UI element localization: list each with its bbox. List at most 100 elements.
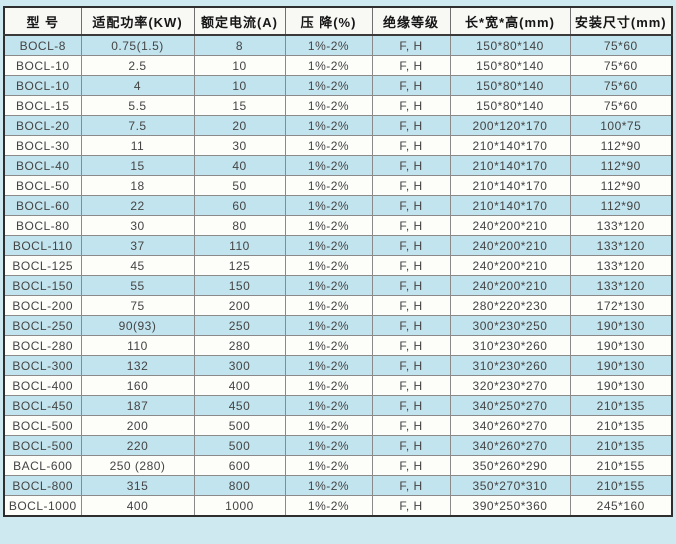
cell-current: 15 <box>193 95 286 116</box>
cell-mounting: 133*120 <box>569 215 673 236</box>
cell-model: BOCL-20 <box>3 115 82 136</box>
cell-dimensions: 210*140*170 <box>449 155 571 176</box>
cell-model: BOCL-500 <box>3 415 82 436</box>
cell-mounting: 112*90 <box>569 195 673 216</box>
cell-model: BOCL-450 <box>3 395 82 416</box>
cell-model: BOCL-1000 <box>3 495 82 517</box>
cell-mounting: 112*90 <box>569 135 673 156</box>
cell-current: 60 <box>193 195 286 216</box>
cell-model: BOCL-250 <box>3 315 82 336</box>
cell-dimensions: 210*140*170 <box>449 175 571 196</box>
cell-dimensions: 320*230*270 <box>449 375 571 396</box>
cell-power: 11 <box>80 135 195 156</box>
cell-current: 500 <box>193 415 286 436</box>
cell-drop: 1%-2% <box>284 375 373 396</box>
cell-current: 600 <box>193 455 286 476</box>
cell-insulation: F, H <box>371 455 451 476</box>
cell-dimensions: 340*250*270 <box>449 395 571 416</box>
cell-current: 500 <box>193 435 286 456</box>
cell-dimensions: 210*140*170 <box>449 135 571 156</box>
col-header-mounting: 安装尺寸(mm) <box>569 6 673 36</box>
table-row: BOCL-110 37 110 1%-2% F, H 240*200*210 133*120 <box>3 235 673 256</box>
cell-power: 160 <box>80 375 195 396</box>
cell-current: 80 <box>193 215 286 236</box>
table-row: BOCL-200 75 200 1%-2% F, H 280*220*230 172*130 <box>3 295 673 316</box>
cell-insulation: F, H <box>371 375 451 396</box>
cell-drop: 1%-2% <box>284 175 373 196</box>
table-row: BOCL-15 5.5 15 1%-2% F, H 150*80*140 75*60 <box>3 95 673 116</box>
cell-mounting: 100*75 <box>569 115 673 136</box>
cell-current: 10 <box>193 55 286 76</box>
cell-mounting: 190*130 <box>569 315 673 336</box>
cell-insulation: F, H <box>371 215 451 236</box>
cell-drop: 1%-2% <box>284 155 373 176</box>
cell-drop: 1%-2% <box>284 195 373 216</box>
cell-power: 75 <box>80 295 195 316</box>
cell-current: 50 <box>193 175 286 196</box>
table-row: BOCL-80 30 80 1%-2% F, H 240*200*210 133*120 <box>3 215 673 236</box>
cell-mounting: 75*60 <box>569 34 673 56</box>
cell-insulation: F, H <box>371 34 451 56</box>
cell-dimensions: 340*260*270 <box>449 435 571 456</box>
table-row: BOCL-280 110 280 1%-2% F, H 310*230*260 190*13… <box>3 335 673 356</box>
cell-model: BACL-600 <box>3 455 82 476</box>
cell-mounting: 210*155 <box>569 475 673 496</box>
col-header-model: 型 号 <box>3 6 82 36</box>
cell-drop: 1%-2% <box>284 215 373 236</box>
cell-insulation: F, H <box>371 195 451 216</box>
cell-current: 10 <box>193 75 286 96</box>
cell-insulation: F, H <box>371 295 451 316</box>
cell-power: 22 <box>80 195 195 216</box>
cell-drop: 1%-2% <box>284 95 373 116</box>
cell-dimensions: 210*140*170 <box>449 195 571 216</box>
cell-drop: 1%-2% <box>284 115 373 136</box>
table-row: BOCL-10 2.5 10 1%-2% F, H 150*80*140 75*60 <box>3 55 673 76</box>
cell-dimensions: 240*200*210 <box>449 255 571 276</box>
cell-power: 5.5 <box>80 95 195 116</box>
cell-power: 18 <box>80 175 195 196</box>
table-row: BOCL-1000 400 1000 1%-2% F, H 390*250*360 245*… <box>3 495 673 517</box>
cell-mounting: 133*120 <box>569 275 673 296</box>
cell-current: 150 <box>193 275 286 296</box>
table-row: BOCL-250 90(93) 250 1%-2% F, H 300*230*250 190… <box>3 315 673 336</box>
cell-power: 110 <box>80 335 195 356</box>
cell-drop: 1%-2% <box>284 275 373 296</box>
cell-power: 0.75(1.5) <box>80 34 195 56</box>
cell-mounting: 210*135 <box>569 395 673 416</box>
cell-power: 315 <box>80 475 195 496</box>
spec-table: 型 号 适配功率(KW) 额定电流(A) 压 降(%) 绝缘等级 长*宽*高(m… <box>3 6 673 517</box>
cell-mounting: 112*90 <box>569 155 673 176</box>
table-header: 型 号 适配功率(KW) 额定电流(A) 压 降(%) 绝缘等级 长*宽*高(m… <box>3 6 673 36</box>
cell-model: BOCL-8 <box>3 34 82 56</box>
cell-power: 2.5 <box>80 55 195 76</box>
table-row: BOCL-20 7.5 20 1%-2% F, H 200*120*170 100*75 <box>3 115 673 136</box>
cell-drop: 1%-2% <box>284 435 373 456</box>
table-row: BACL-600 250 (280) 600 1%-2% F, H 350*260*290… <box>3 455 673 476</box>
cell-drop: 1%-2% <box>284 395 373 416</box>
cell-model: BOCL-400 <box>3 375 82 396</box>
cell-insulation: F, H <box>371 315 451 336</box>
cell-dimensions: 350*270*310 <box>449 475 571 496</box>
cell-dimensions: 350*260*290 <box>449 455 571 476</box>
table-row: BOCL-50 18 50 1%-2% F, H 210*140*170 112*90 <box>3 175 673 196</box>
cell-drop: 1%-2% <box>284 495 373 517</box>
cell-drop: 1%-2% <box>284 75 373 96</box>
table-row: BOCL-150 55 150 1%-2% F, H 240*200*210 133*120 <box>3 275 673 296</box>
cell-power: 90(93) <box>80 315 195 336</box>
col-header-power: 适配功率(KW) <box>80 6 195 36</box>
cell-model: BOCL-800 <box>3 475 82 496</box>
table-row: BOCL-8 0.75(1.5) 8 1%-2% F, H 150*80*140 75*60 <box>3 34 673 56</box>
cell-current: 20 <box>193 115 286 136</box>
cell-power: 250 (280) <box>80 455 195 476</box>
cell-drop: 1%-2% <box>284 34 373 56</box>
cell-dimensions: 240*200*210 <box>449 215 571 236</box>
cell-insulation: F, H <box>371 475 451 496</box>
table-row: BOCL-500 220 500 1%-2% F, H 340*260*270 210*13… <box>3 435 673 456</box>
cell-dimensions: 310*230*260 <box>449 355 571 376</box>
cell-current: 400 <box>193 375 286 396</box>
cell-insulation: F, H <box>371 275 451 296</box>
table-row: BOCL-300 132 300 1%-2% F, H 310*230*260 190*13… <box>3 355 673 376</box>
cell-mounting: 112*90 <box>569 175 673 196</box>
cell-current: 800 <box>193 475 286 496</box>
cell-insulation: F, H <box>371 355 451 376</box>
